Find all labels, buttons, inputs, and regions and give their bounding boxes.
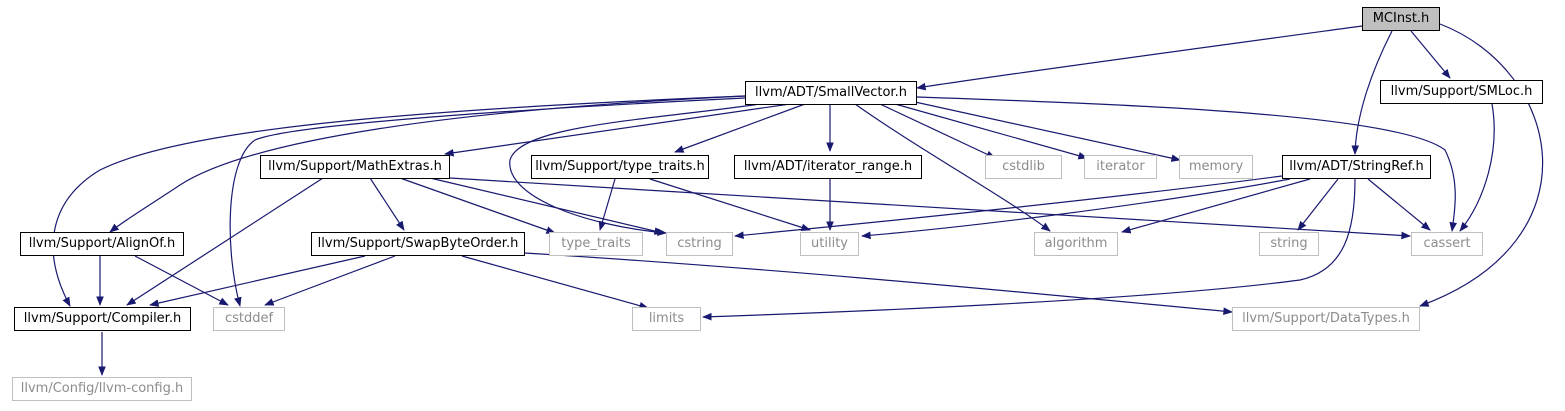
- node-smallvector[interactable]: llvm/ADT/SmallVector.h: [745, 81, 917, 105]
- node-cstddef[interactable]: cstddef: [213, 307, 285, 331]
- node-cassert[interactable]: cassert: [1411, 232, 1483, 256]
- node-limits[interactable]: limits: [632, 307, 701, 331]
- edge-me-typetraits: [400, 178, 555, 233]
- node-string[interactable]: string: [1259, 232, 1319, 256]
- node-cstdlib[interactable]: cstdlib: [985, 155, 1062, 179]
- node-cstring[interactable]: cstring: [666, 232, 733, 256]
- edge-me-cassert: [450, 178, 1410, 236]
- edge-me-cstring: [430, 178, 663, 233]
- edge-mcinst-smloc: [1411, 31, 1450, 78]
- node-utility[interactable]: utility: [800, 232, 859, 256]
- edge-sr-string: [1298, 179, 1338, 230]
- edge-sv-compiler: [53, 96, 745, 306]
- edge-sr-cassert: [1368, 179, 1430, 230]
- node-smloc[interactable]: llvm/Support/SMLoc.h: [1380, 80, 1543, 104]
- edge-mcinst-smallvector: [917, 26, 1362, 88]
- edge-tth-typetraits: [600, 179, 615, 230]
- node-stringref[interactable]: llvm/ADT/StringRef.h: [1282, 155, 1431, 179]
- node-algorithm[interactable]: algorithm: [1034, 232, 1118, 256]
- node-datatypes[interactable]: llvm/Support/DataTypes.h: [1232, 307, 1420, 331]
- node-iterator[interactable]: iterator: [1084, 155, 1157, 179]
- edge-me-swapbyteorder: [370, 178, 404, 230]
- node-iterator-range[interactable]: llvm/ADT/iterator_range.h: [734, 155, 922, 179]
- edge-sbo-cstddef: [265, 256, 395, 305]
- node-type-traits-h[interactable]: llvm/Support/type_traits.h: [531, 155, 709, 179]
- edge-sbo-limits: [462, 256, 648, 308]
- edge-tth-utility: [650, 179, 810, 230]
- edge-smloc-cassert: [1460, 104, 1494, 231]
- edge-sv-memory: [915, 102, 1180, 160]
- node-compiler[interactable]: llvm/Support/Compiler.h: [14, 307, 191, 331]
- node-mcinst[interactable]: MCInst.h: [1362, 7, 1440, 31]
- node-memory[interactable]: memory: [1179, 155, 1253, 179]
- edge-sv-cstdlib: [880, 104, 995, 158]
- node-swapbyteorder[interactable]: llvm/Support/SwapByteOrder.h: [311, 232, 525, 256]
- node-alignof[interactable]: llvm/Support/AlignOf.h: [20, 232, 184, 256]
- edge-sr-cstring: [735, 176, 1282, 236]
- node-llvm-config[interactable]: llvm/Config/llvm-config.h: [12, 377, 192, 401]
- edge-mcinst-datatypes: [1420, 24, 1543, 306]
- node-mathextras[interactable]: llvm/Support/MathExtras.h: [260, 155, 450, 179]
- node-type-traits[interactable]: type_traits: [549, 232, 643, 256]
- edge-sv-cstddef: [230, 98, 745, 306]
